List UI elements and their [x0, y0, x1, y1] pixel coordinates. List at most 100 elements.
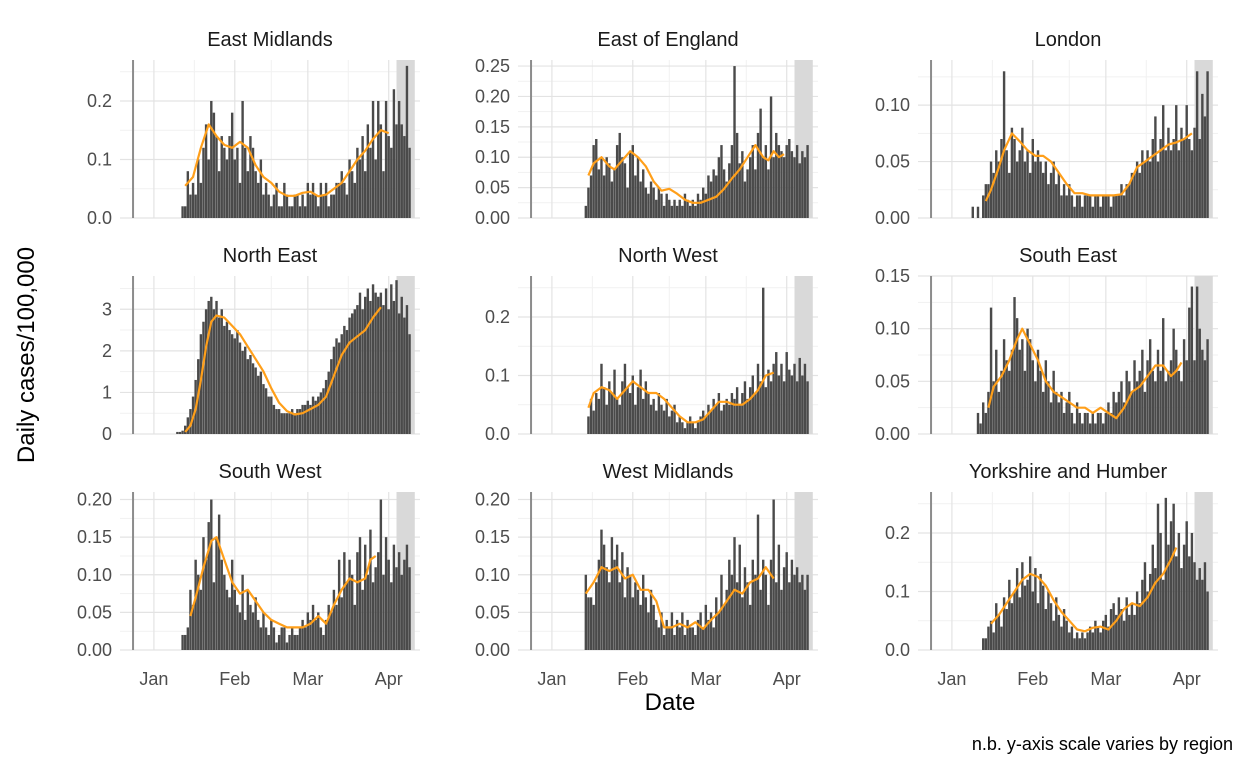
bar — [741, 393, 744, 434]
trend-line — [184, 306, 382, 433]
bar — [309, 404, 312, 434]
bar — [1206, 339, 1209, 434]
bar — [377, 100, 380, 218]
bar — [1185, 105, 1188, 218]
bar — [584, 574, 588, 650]
bar — [665, 619, 668, 650]
y-tick-label: 0.15 — [875, 266, 910, 286]
bar — [767, 604, 770, 650]
bar — [741, 151, 744, 218]
bar — [1026, 579, 1029, 650]
y-tick-label: 0.00 — [875, 424, 910, 444]
bar — [374, 292, 377, 434]
bar — [1154, 568, 1157, 650]
bar — [738, 163, 741, 218]
bar — [1068, 391, 1071, 434]
bar — [405, 544, 409, 650]
bar — [1086, 632, 1089, 650]
bar — [1203, 116, 1207, 218]
panel-north-west: North West 0.0 0.1 0.2 — [485, 245, 818, 444]
bar — [1167, 544, 1170, 650]
bar — [1193, 562, 1196, 650]
bar — [782, 381, 786, 434]
bar — [301, 619, 304, 650]
bar — [217, 317, 221, 434]
bar — [1096, 626, 1100, 650]
bar — [1044, 360, 1048, 434]
bar — [639, 604, 642, 650]
bar — [1203, 562, 1207, 650]
bar — [249, 355, 252, 434]
y-tick-label: 0.10 — [875, 319, 910, 339]
bar — [1141, 579, 1144, 650]
bar — [662, 410, 666, 434]
bar — [390, 284, 393, 434]
bar — [788, 369, 791, 434]
bar — [1201, 93, 1204, 218]
bar — [989, 620, 993, 650]
bar — [668, 627, 671, 650]
bar — [759, 108, 762, 218]
bar — [304, 206, 307, 218]
bar — [717, 612, 721, 650]
bar — [1122, 620, 1126, 650]
bar — [702, 627, 705, 650]
bar — [754, 393, 757, 434]
bar — [395, 124, 398, 218]
bar — [600, 157, 603, 218]
bar — [655, 199, 658, 218]
bar — [1049, 172, 1053, 218]
bar — [379, 499, 383, 650]
bar — [335, 182, 338, 218]
bar — [290, 206, 294, 218]
bar — [780, 363, 783, 434]
bar — [1055, 184, 1058, 218]
bar — [610, 393, 614, 434]
bar — [186, 627, 190, 650]
bar — [1107, 626, 1110, 650]
bar — [1031, 360, 1034, 434]
bar — [230, 559, 234, 650]
bar — [995, 349, 998, 434]
x-tick-label: Mar — [690, 669, 721, 689]
bar — [296, 634, 299, 650]
x-tick-label: Feb — [219, 669, 250, 689]
x-tick-label: Jan — [139, 669, 168, 689]
bar — [1109, 412, 1113, 434]
bar — [1193, 127, 1196, 218]
bar — [655, 619, 658, 650]
bar — [233, 338, 236, 434]
bar — [298, 409, 302, 434]
bar — [1146, 360, 1149, 434]
bar — [775, 132, 778, 218]
bar — [608, 582, 611, 650]
bar — [1073, 423, 1076, 434]
bar — [1049, 603, 1053, 650]
bar — [1028, 556, 1032, 650]
panel-title: South East — [1019, 245, 1117, 267]
bar — [775, 352, 778, 434]
bar — [1120, 609, 1123, 650]
bar — [1180, 381, 1183, 434]
bar — [642, 574, 645, 650]
bar — [1034, 381, 1037, 434]
bar — [1109, 206, 1113, 218]
bar — [1175, 105, 1178, 218]
bar — [238, 182, 242, 218]
bar — [1133, 614, 1136, 650]
bar — [1128, 184, 1131, 218]
bar — [1146, 150, 1149, 218]
bar — [408, 147, 411, 218]
bar — [683, 634, 687, 650]
panel-title: London — [1035, 29, 1102, 51]
bar — [1083, 412, 1087, 434]
bar — [230, 334, 234, 434]
bar — [1146, 591, 1149, 650]
bar — [707, 619, 710, 650]
bar — [673, 634, 676, 650]
bar — [358, 537, 362, 650]
bar — [1102, 620, 1105, 650]
x-tick-label: Apr — [773, 669, 801, 689]
bar — [395, 567, 398, 650]
bar — [686, 619, 689, 650]
